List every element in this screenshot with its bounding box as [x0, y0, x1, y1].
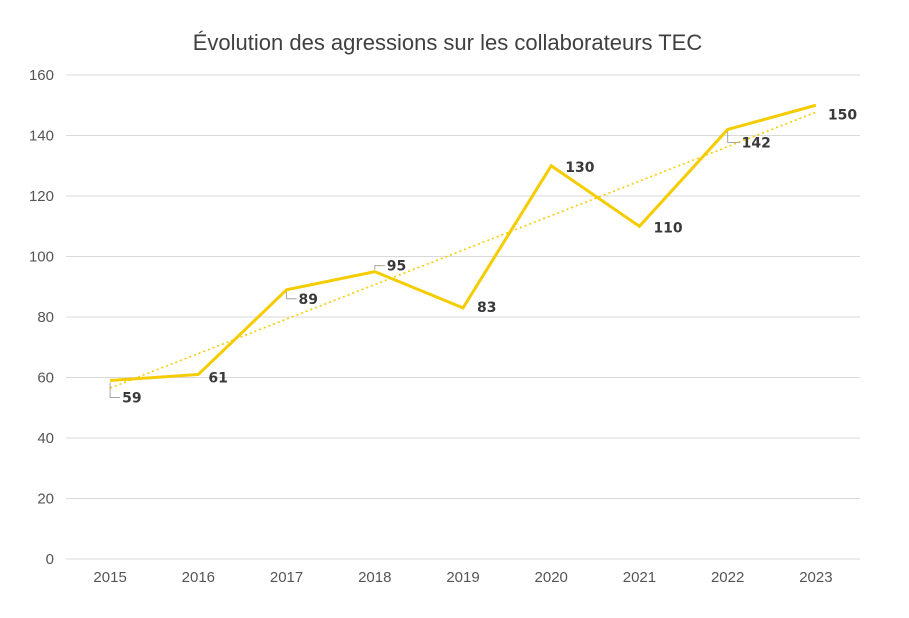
y-tick-label: 60: [37, 370, 54, 387]
data-label: 130: [565, 160, 594, 176]
data-label-leader: [286, 291, 297, 300]
trendline: [109, 111, 817, 389]
gridlines: [66, 74, 860, 560]
y-tick-label: 120: [29, 188, 54, 205]
data-label: 110: [653, 220, 682, 236]
x-tick-label: 2020: [535, 569, 568, 586]
x-tick-label: 2021: [623, 569, 656, 586]
x-tick-label: 2022: [711, 569, 744, 586]
y-tick-label: 160: [29, 67, 54, 84]
x-tick-label: 2018: [358, 569, 391, 586]
data-label: 150: [828, 107, 857, 123]
data-labels: 59 61 89 95 83 130 110 142 150: [109, 107, 857, 407]
x-tick-label: 2019: [446, 569, 479, 586]
x-tick-label: 2023: [799, 569, 832, 586]
x-tick-label: 2017: [270, 569, 303, 586]
trendline-group: [109, 111, 817, 389]
x-axis-ticks: 2015 2016 2017 2018 2019 2020 2021 2022 2023: [93, 569, 832, 586]
x-tick-label: 2016: [182, 569, 215, 586]
series-group: [110, 103, 817, 383]
series-line: [110, 103, 817, 383]
data-label: 95: [387, 259, 406, 275]
data-label-leader: [727, 131, 740, 143]
y-axis-ticks: 0 20 40 60 80 100 120 140 160: [29, 67, 54, 568]
y-tick-label: 80: [37, 309, 54, 326]
y-tick-label: 0: [46, 551, 54, 568]
y-tick-label: 20: [37, 491, 54, 508]
data-label: 59: [122, 391, 141, 407]
data-label: 61: [208, 370, 227, 386]
data-label: 142: [742, 135, 771, 151]
x-tick-label: 2015: [93, 569, 126, 586]
data-label: 83: [477, 300, 496, 316]
data-label-leader: [109, 382, 121, 399]
y-tick-label: 40: [37, 430, 54, 447]
chart-title: Évolution des agressions sur les collabo…: [192, 30, 703, 55]
data-label: 89: [299, 292, 318, 308]
y-tick-label: 140: [29, 128, 54, 145]
data-label-leader: [374, 265, 385, 270]
y-tick-label: 100: [29, 249, 54, 266]
